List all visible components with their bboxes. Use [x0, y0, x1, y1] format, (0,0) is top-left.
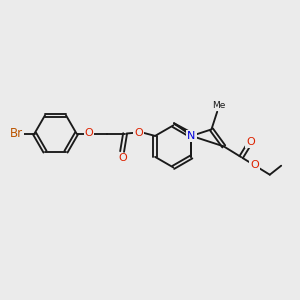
Text: Me: Me [212, 101, 226, 110]
Text: O: O [250, 160, 259, 170]
Text: O: O [118, 153, 127, 164]
Text: O: O [246, 137, 255, 147]
Text: Br: Br [10, 127, 23, 140]
Text: O: O [85, 128, 94, 139]
Text: N: N [187, 131, 196, 141]
Text: O: O [134, 128, 143, 138]
